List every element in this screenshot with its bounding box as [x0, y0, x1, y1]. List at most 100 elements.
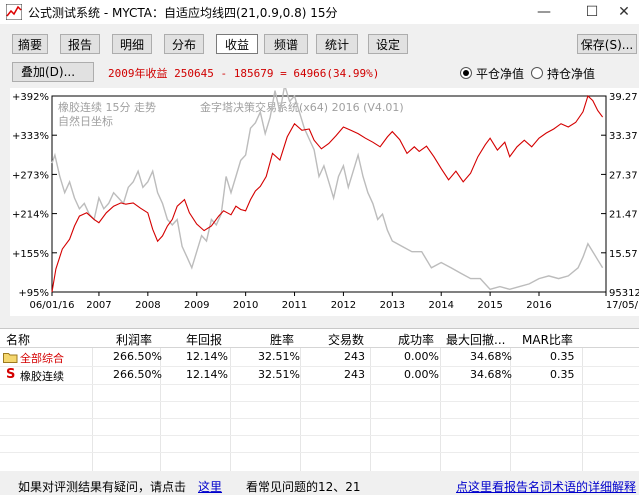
y-left-tick-label: +214%: [12, 210, 49, 221]
results-table: 名称 利润率 年回报 胜率 交易数 成功率 最大回撤... MAR比率 全部综合…: [0, 328, 639, 471]
row-drawdown: 34.68%: [470, 350, 512, 363]
x-tick-label: 2010: [233, 300, 258, 311]
row-drawdown: 34.68%: [470, 368, 512, 381]
chart-legend-text: 橡胶连续 15分 走势: [58, 100, 156, 114]
col-divider: [160, 329, 161, 471]
x-tick-label: 2008: [135, 300, 160, 311]
y-left-tick-label: +95%: [18, 288, 49, 299]
row-profit: 266.50%: [113, 350, 162, 363]
y-right-tick-label: 95312: [609, 288, 639, 299]
chart-legend-text: 自然日坐标: [58, 114, 113, 128]
row-divider: [0, 401, 639, 402]
col-divider: [230, 329, 231, 471]
controls-row: 叠加(D)... 2009年收益 250645 - 185679 = 64966…: [0, 62, 639, 84]
overlay-button[interactable]: 叠加(D)...: [12, 62, 94, 82]
col-drawdown[interactable]: 最大回撤...: [446, 333, 506, 347]
tab-summary[interactable]: 摘要: [12, 34, 48, 54]
y-right-tick-label: 15.57: [609, 249, 638, 260]
strategy-s-icon: S: [6, 367, 16, 382]
x-tick-label: 2014: [428, 300, 453, 311]
chart-watermark: 金字塔决策交易系统(x64) 2016 (V4.01): [200, 100, 404, 114]
price-series-line: [51, 85, 604, 291]
radio-flat-label: 平仓净值: [476, 67, 525, 81]
col-name[interactable]: 名称: [6, 333, 31, 347]
table-row[interactable]: 全部综合 266.50% 12.14% 32.51% 243 0.00% 34.…: [0, 349, 639, 366]
row-mar: 0.35: [550, 368, 575, 381]
y-left-tick-label: +392%: [12, 92, 49, 103]
row-divider: [0, 452, 639, 453]
x-tick-label: 17/05/: [606, 300, 639, 311]
report-toolbar: 摘要 报告 明细 分布 收益 频谱 统计 设定 保存(S)...: [0, 34, 639, 58]
x-tick-label: 2007: [86, 300, 111, 311]
row-mar: 0.35: [550, 350, 575, 363]
glossary-link[interactable]: 点这里看报告名词术语的详细解释: [456, 480, 637, 494]
row-divider: [0, 384, 639, 385]
footer-text: 如果对评测结果有疑问，请点击: [18, 480, 187, 494]
equity-chart-svg: +392% 39.27 +333% 33.37 +273% 27.37 +214% 21.47…: [10, 85, 639, 316]
x-tick-label: 2012: [331, 300, 356, 311]
x-tick-label: 06/01/16: [30, 300, 75, 311]
radio-holding-equity[interactable]: 持仓净值: [531, 65, 595, 82]
x-tick-label: 2009: [184, 300, 209, 311]
y-left-tick-label: +333%: [12, 131, 49, 142]
x-tick-label: 2016: [526, 300, 551, 311]
row-annual: 12.14%: [186, 350, 228, 363]
minimize-button[interactable]: —: [537, 4, 551, 20]
row-divider: [0, 435, 639, 436]
window-title: 公式测试系统 - MYCTA：自适应均线四(21,0.9,0.8) 15分: [28, 6, 338, 20]
y-right-tick-label: 27.37: [609, 170, 638, 181]
tab-statistics[interactable]: 统计: [316, 34, 358, 54]
tab-report[interactable]: 报告: [60, 34, 100, 54]
col-divider: [582, 329, 583, 471]
close-button[interactable]: ✕: [618, 4, 630, 20]
row-success: 0.00%: [404, 368, 439, 381]
radio-hold-label: 持仓净值: [547, 67, 596, 81]
equity-chart[interactable]: +392% 39.27 +333% 33.37 +273% 27.37 +214% 21.47…: [10, 85, 639, 316]
row-divider: [0, 418, 639, 419]
y-left-tick-label: +155%: [12, 249, 49, 260]
col-divider: [510, 329, 511, 471]
col-winrate[interactable]: 胜率: [270, 333, 295, 347]
col-divider: [440, 329, 441, 471]
table-row[interactable]: S 橡胶连续 266.50% 12.14% 32.51% 243 0.00% 3…: [0, 367, 639, 384]
row-divider: [0, 366, 639, 367]
col-divider: [300, 329, 301, 471]
col-divider: [370, 329, 371, 471]
row-trades: 243: [344, 350, 365, 363]
x-tick-label: 2015: [477, 300, 502, 311]
radio-flat-equity[interactable]: 平仓净值: [460, 65, 524, 82]
row-annual: 12.14%: [186, 368, 228, 381]
faq-link[interactable]: 这里: [198, 480, 223, 494]
row-profit: 266.50%: [113, 368, 162, 381]
y-right-tick-label: 33.37: [609, 131, 638, 142]
col-success[interactable]: 成功率: [398, 333, 435, 347]
row-trades: 243: [344, 368, 365, 381]
maximize-button[interactable]: ☐: [585, 4, 599, 20]
tab-settings[interactable]: 设定: [368, 34, 408, 54]
folder-icon: [3, 353, 18, 363]
tab-details[interactable]: 明细: [112, 34, 152, 54]
col-profit[interactable]: 利润率: [116, 333, 153, 347]
tab-spectrum[interactable]: 频谱: [264, 34, 308, 54]
app-chart-icon: [6, 4, 22, 20]
footer-bar: 如果对评测结果有疑问，请点击 这里 看常见问题的12、21 点这里看报告名词术语…: [0, 474, 639, 495]
equity-series-line: [51, 94, 604, 293]
save-button[interactable]: 保存(S)...: [577, 34, 637, 54]
footer-faq-text: 看常见问题的12、21: [246, 480, 361, 494]
tab-distribution[interactable]: 分布: [164, 34, 204, 54]
radio-selected-icon: [460, 67, 472, 79]
radio-unselected-icon: [531, 67, 543, 79]
x-tick-label: 2013: [380, 300, 405, 311]
yearly-summary: 2009年收益 250645 - 185679 = 64966(34.99%): [108, 67, 380, 80]
table-header: 名称 利润率 年回报 胜率 交易数 成功率 最大回撤... MAR比率: [0, 329, 639, 348]
col-annual[interactable]: 年回报: [186, 333, 223, 347]
row-winrate: 32.51%: [258, 350, 300, 363]
title-bar: 公式测试系统 - MYCTA：自适应均线四(21,0.9,0.8) 15分 — …: [0, 0, 639, 24]
plot-area: [51, 95, 607, 293]
row-name: 橡胶连续: [20, 370, 64, 383]
tab-returns[interactable]: 收益: [216, 34, 258, 54]
row-name: 全部综合: [20, 352, 64, 365]
col-trades[interactable]: 交易数: [328, 333, 365, 347]
x-tick-label: 2011: [282, 300, 307, 311]
col-mar[interactable]: MAR比率: [522, 333, 573, 347]
